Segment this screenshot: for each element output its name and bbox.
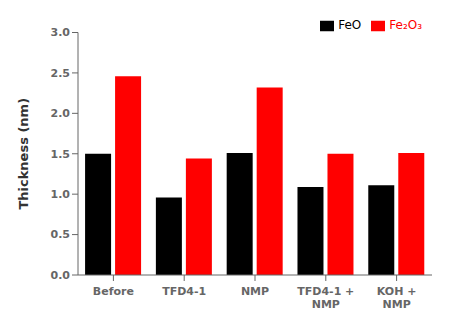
svg-text:0.5: 0.5 xyxy=(51,228,71,241)
html-text:Fe₂O₃: Fe₂O₃ xyxy=(389,18,422,32)
svg-text:3.0: 3.0 xyxy=(51,26,71,39)
svg-text:Thickness (nm): Thickness (nm) xyxy=(16,98,31,210)
svg-text:NMP: NMP xyxy=(241,285,269,298)
svg-text:1.0: 1.0 xyxy=(51,188,71,201)
svg-text:0.0: 0.0 xyxy=(51,269,71,282)
svg-text:KOH +NMP: KOH +NMP xyxy=(377,285,417,311)
svg-text:2.0: 2.0 xyxy=(51,107,71,120)
svg-text:TFD4-1: TFD4-1 xyxy=(162,285,206,298)
svg-text:Before: Before xyxy=(93,285,134,298)
html-text:FeO: FeO xyxy=(338,18,362,32)
svg-text:2.5: 2.5 xyxy=(51,67,71,80)
svg-text:1.5: 1.5 xyxy=(51,148,71,161)
svg-text:TFD4-1 +NMP: TFD4-1 +NMP xyxy=(297,285,354,311)
